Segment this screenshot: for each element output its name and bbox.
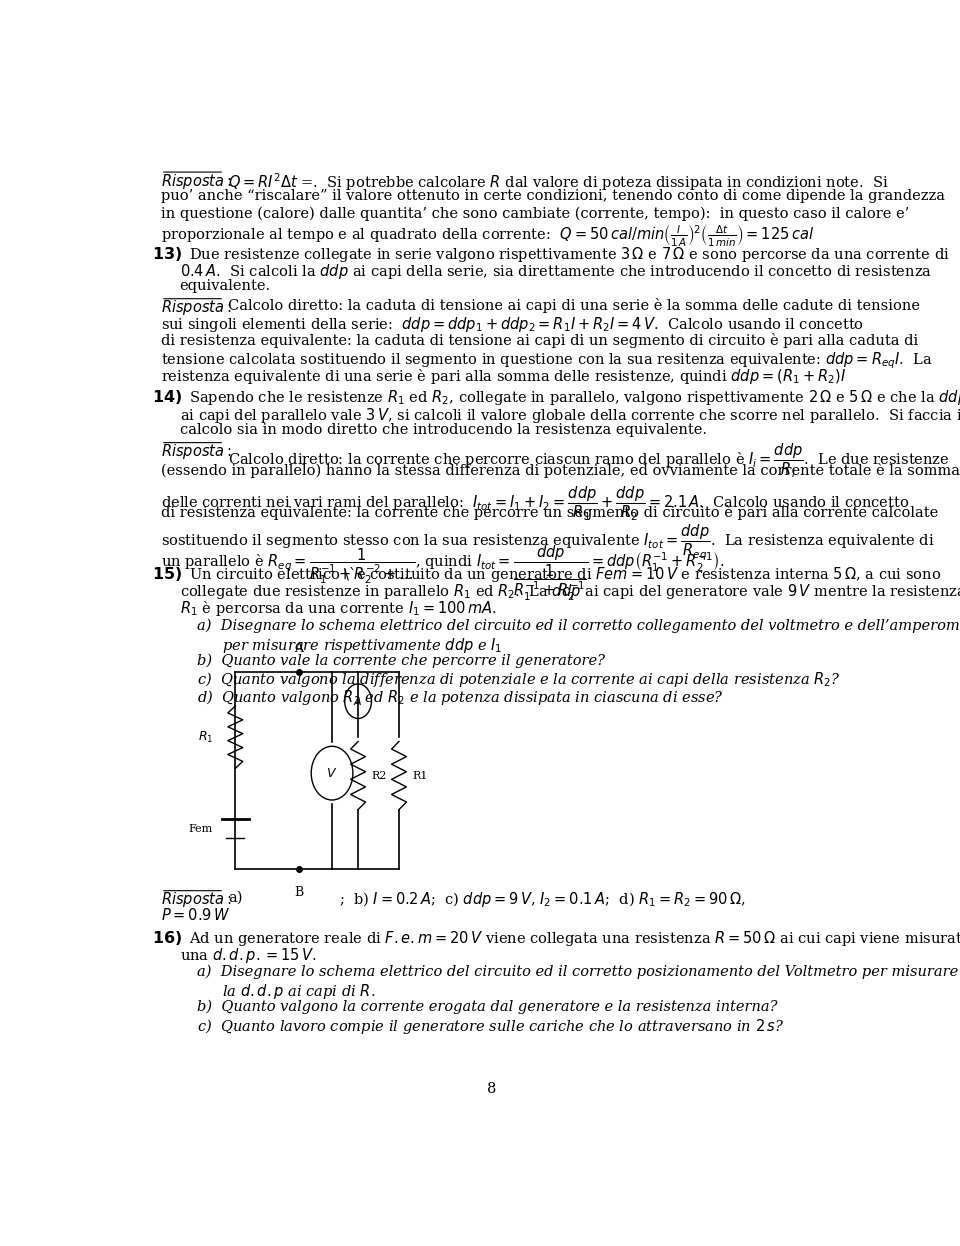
Text: sui singoli elementi della serie:  $ddp = ddp_1 + ddp_2 = R_1 I + R_2 I = 4\,V$.: sui singoli elementi della serie: $ddp =… <box>161 315 864 334</box>
Text: $0.4\,A$.  Si calcoli la $ddp$ ai capi della serie, sia direttamente che introdu: $0.4\,A$. Si calcoli la $ddp$ ai capi de… <box>180 262 931 280</box>
Text: a): a) <box>228 890 242 905</box>
Text: Due resistenze collegate in serie valgono rispettivamente $3\,\Omega$ e $7\,\Ome: Due resistenze collegate in serie valgon… <box>189 244 950 263</box>
Text: c)  Quanto valgono la differenza di potenziale e la corrente ai capi della resis: c) Quanto valgono la differenza di poten… <box>197 670 840 689</box>
Text: b)  Quanto valgono la corrente erogata dal generatore e la resistenza interna?: b) Quanto valgono la corrente erogata da… <box>197 999 778 1014</box>
Text: $\mathbf{14)}$: $\mathbf{14)}$ <box>152 389 182 406</box>
Text: B: B <box>294 886 303 900</box>
Text: b)  Quanto vale la corrente che percorre il generatore?: b) Quanto vale la corrente che percorre … <box>197 653 605 668</box>
Text: reistenza equivalente di una serie è pari alla somma delle resistenze, quindi $d: reistenza equivalente di una serie è par… <box>161 368 846 386</box>
Text: delle correnti nei vari rami del parallelo:  $I_{tot} = I_1 + I_2 = \dfrac{ddp}{: delle correnti nei vari rami del paralle… <box>161 485 909 522</box>
Text: $\mathbf{15)}$: $\mathbf{15)}$ <box>152 564 182 583</box>
Text: d)  Quanto valgono $R_1$ ed $R_2$ e la potenza dissipata in ciascuna di esse?: d) Quanto valgono $R_1$ ed $R_2$ e la po… <box>197 688 724 706</box>
Text: R1: R1 <box>413 770 428 780</box>
Text: puo’ anche “riscalare” il valore ottenuto in certe condizioni, tenendo conto di : puo’ anche “riscalare” il valore ottenut… <box>161 189 945 203</box>
Text: Calcolo diretto: la corrente che percorre ciascun ramo del parallelo è $I_i = \d: Calcolo diretto: la corrente che percorr… <box>228 442 949 481</box>
Text: $R_1$ è percorsa da una corrente $I_1 = 100\,mA$.: $R_1$ è percorsa da una corrente $I_1 = … <box>180 599 496 618</box>
Text: una $d.d.p. = 15\,V$.: una $d.d.p. = 15\,V$. <box>180 946 316 964</box>
Text: Sapendo che le resistenze $R_1$ ed $R_2$, collegate in parallelo, valgono rispet: Sapendo che le resistenze $R_1$ ed $R_2$… <box>189 389 960 407</box>
Text: di resistenza equivalente: la caduta di tensione ai capi di un segmento di circu: di resistenza equivalente: la caduta di … <box>161 333 918 348</box>
Text: 8: 8 <box>488 1082 496 1096</box>
Text: $Q = RI^2\Delta t$ =.  Si potrebbe calcolare $R$ dal valore di poteza dissipata : $Q = RI^2\Delta t$ =. Si potrebbe calcol… <box>228 172 889 193</box>
Text: $\it{Risposta:}$: $\it{Risposta:}$ <box>161 890 231 910</box>
Text: $\it{Risposta:}$: $\it{Risposta:}$ <box>161 172 231 191</box>
Text: equivalente.: equivalente. <box>180 279 271 293</box>
Text: (essendo in parallelo) hanno la stessa differenza di potenziale, ed ovviamente l: (essendo in parallelo) hanno la stessa d… <box>161 464 960 478</box>
Text: per misurare rispettivamente $ddp$ e $I_1$: per misurare rispettivamente $ddp$ e $I_… <box>222 635 502 655</box>
Text: a)  Disegnare lo schema elettrico del circuito ed il corretto collegamento del v: a) Disegnare lo schema elettrico del cir… <box>197 619 960 633</box>
Text: R2: R2 <box>372 770 387 780</box>
Text: ai capi del parallelo vale $3\,V$, si calcoli il valore globale della corrente c: ai capi del parallelo vale $3\,V$, si ca… <box>180 406 960 425</box>
Text: collegate due resistenze in parallelo $R_1$ ed $R_2$.  La $ddp$ ai capi del gene: collegate due resistenze in parallelo $R… <box>180 582 960 602</box>
Text: calcolo sia in modo diretto che introducendo la resistenza equivalente.: calcolo sia in modo diretto che introduc… <box>180 422 707 437</box>
Text: Un circuito elettrico \`e costituito da un generatore di $Fem = 10\,V$ e resiste: Un circuito elettrico \`e costituito da … <box>189 564 942 584</box>
Text: A: A <box>294 642 303 655</box>
Text: $P = 0.9\,W$: $P = 0.9\,W$ <box>161 907 230 923</box>
Text: c)  Quanto lavoro compie il generatore sulle cariche che lo attraversano in $2\,: c) Quanto lavoro compie il generatore su… <box>197 1017 784 1035</box>
Text: $\mathit{A}$: $\mathit{A}$ <box>353 695 363 708</box>
Text: $R_1$: $R_1$ <box>198 730 213 745</box>
Text: la $d.d.p$ ai capi di $R$.: la $d.d.p$ ai capi di $R$. <box>222 982 375 1002</box>
Text: $\mathbf{13)}$: $\mathbf{13)}$ <box>152 244 182 263</box>
Text: sostituendo il segmento stesso con la sua resistenza equivalente $I_{tot} = \dfr: sostituendo il segmento stesso con la su… <box>161 523 934 563</box>
Text: un parallelo è $R_{eq} = \dfrac{1}{R_1^{-1} + R_2^{-2} + \ldots}$, quindi $I_{to: un parallelo è $R_{eq} = \dfrac{1}{R_1^{… <box>161 543 725 603</box>
Text: ;  b) $I = 0.2\,A$;  c) $ddp = 9\,V$, $I_2 = 0.1\,A$;  d) $R_1 = R_2 = 90\,\Omeg: ; b) $I = 0.2\,A$; c) $ddp = 9\,V$, $I_2… <box>340 890 747 910</box>
Text: $\mathbf{16)}$: $\mathbf{16)}$ <box>152 928 182 947</box>
Text: proporzionale al tempo e al quadrato della corrente:  $Q = 50\,cal/min\left(\fra: proporzionale al tempo e al quadrato del… <box>161 223 814 249</box>
Text: $\it{Risposta:}$: $\it{Risposta:}$ <box>161 298 231 318</box>
Text: $\mathit{V}$: $\mathit{V}$ <box>326 766 338 780</box>
Text: Fem: Fem <box>189 824 213 834</box>
Text: $\it{Risposta:}$: $\it{Risposta:}$ <box>161 442 231 461</box>
Text: Ad un generatore reale di $F.e.m = 20\,V$ viene collegata una resistenza $R = 50: Ad un generatore reale di $F.e.m = 20\,V… <box>189 928 960 947</box>
Text: a)  Disegnare lo schema elettrico del circuito ed il corretto posizionamento del: a) Disegnare lo schema elettrico del cir… <box>197 966 958 979</box>
Text: tensione calcolata sostituendo il segmento in questione con la sua resitenza equ: tensione calcolata sostituendo il segmen… <box>161 350 932 370</box>
Text: di resistenza equivalente: la corrente che percorre un segmento di circuito è pa: di resistenza equivalente: la corrente c… <box>161 506 938 521</box>
Text: Calcolo diretto: la caduta di tensione ai capi di una serie è la somma delle cad: Calcolo diretto: la caduta di tensione a… <box>228 298 920 313</box>
Text: in questione (calore) dalle quantita’ che sono cambiate (corrente, tempo):  in q: in questione (calore) dalle quantita’ ch… <box>161 206 909 221</box>
